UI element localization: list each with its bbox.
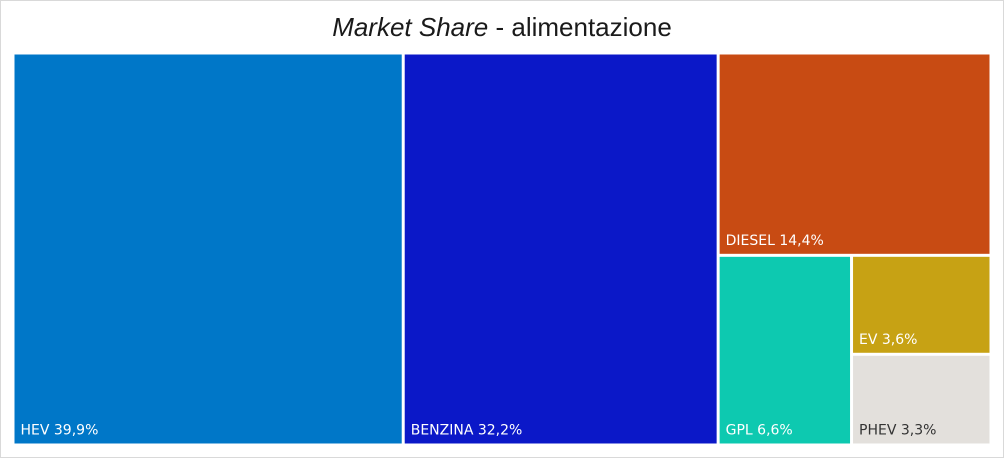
tile-ev: EV 3,6% [853, 256, 990, 353]
tile-benzina: BENZINA 32,2% [404, 54, 717, 444]
chart-title-rest: - alimentazione [488, 12, 672, 42]
tile-diesel: DIESEL 14,4% [719, 54, 990, 254]
tile-rect-benzina [404, 54, 717, 444]
tile-label-phev: PHEV 3,3% [859, 423, 936, 439]
tile-rect-hev [14, 54, 402, 444]
tile-phev: PHEV 3,3% [853, 355, 990, 444]
tile-label-hev: HEV 39,9% [21, 423, 99, 439]
chart-title: Market Share - alimentazione [0, 12, 1004, 43]
tile-label-benzina: BENZINA 32,2% [411, 423, 523, 439]
chart-title-italic: Market Share [332, 12, 489, 42]
tile-rect-ev [853, 256, 990, 353]
tile-label-gpl: GPL 6,6% [726, 423, 793, 439]
tile-rect-gpl [719, 256, 851, 444]
tile-gpl: GPL 6,6% [719, 256, 851, 444]
tile-rect-diesel [719, 54, 990, 254]
tile-hev: HEV 39,9% [14, 54, 402, 444]
tile-rect-phev [853, 355, 990, 444]
tile-label-diesel: DIESEL 14,4% [726, 233, 824, 249]
tile-label-ev: EV 3,6% [859, 332, 917, 348]
